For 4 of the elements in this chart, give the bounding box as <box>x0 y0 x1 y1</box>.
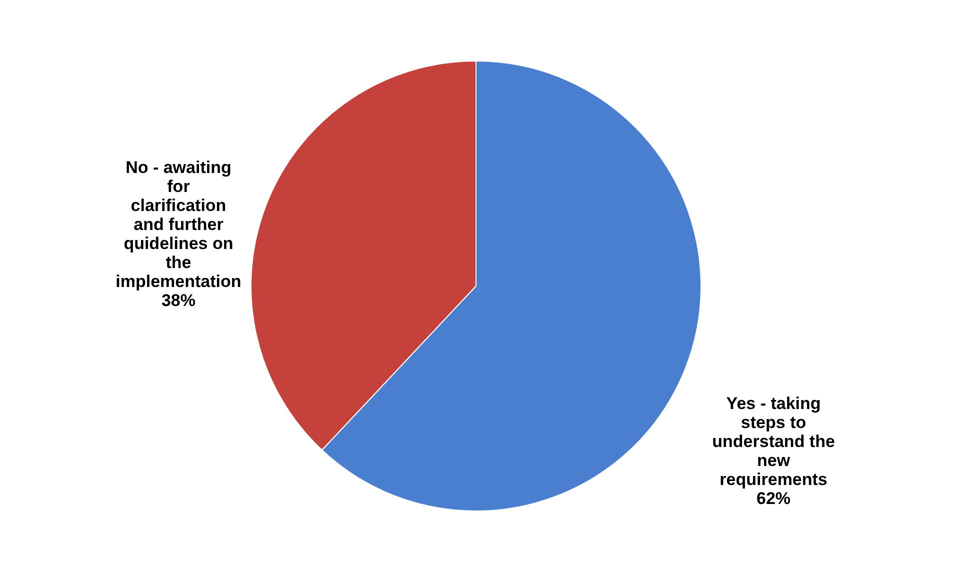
slice-label: No - awaiting for clarification and further quidelines on the implementation <box>116 158 242 292</box>
slice-label: Yes - taking steps to understand the new requirements <box>712 394 835 489</box>
data-label: 38% <box>161 291 196 310</box>
data-label: 62% <box>756 488 791 508</box>
